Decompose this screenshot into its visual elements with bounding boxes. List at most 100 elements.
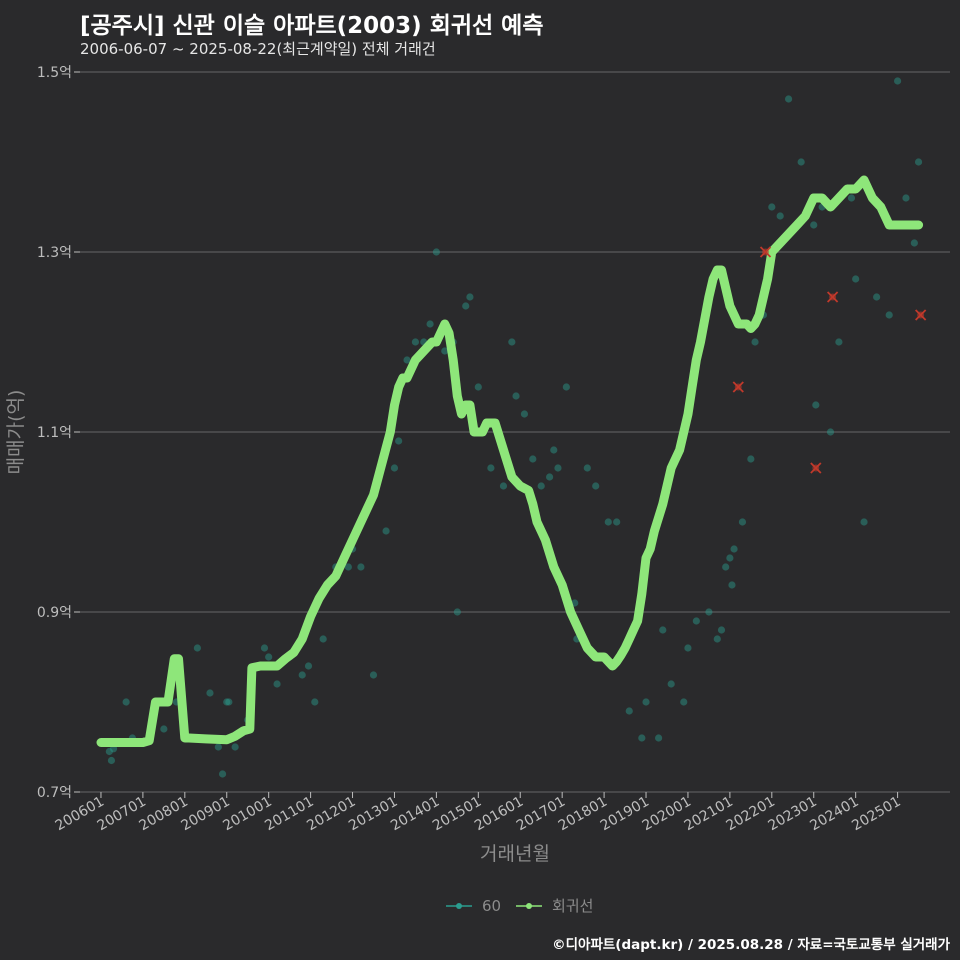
outlier-marker [810,462,822,474]
data-point [625,707,633,715]
data-point [382,527,390,535]
data-point [311,698,319,706]
grid [80,71,950,793]
scatter-points [105,77,923,778]
data-point [910,239,918,247]
y-tick-label: 0.9억 [37,605,72,621]
data-point [273,680,281,688]
x-axis-title: 거래년월 [480,843,550,865]
data-point [717,626,726,634]
data-point [812,401,820,409]
y-tick-label: 0.7억 [37,785,72,801]
y-axis: 0.7억 0.9억 1.1억 1.3억 1.5억 [37,65,80,801]
data-point [453,608,461,616]
outlier-markers [732,246,927,474]
data-point [810,221,818,229]
data-point [659,626,667,634]
data-point [265,653,273,661]
y-tick-label: 1.3억 [37,245,72,261]
data-point [537,482,545,490]
data-point [713,635,721,643]
data-point [107,756,116,765]
outlier-marker [826,291,839,303]
outlier-cross-b [810,462,822,474]
data-point [638,734,646,742]
data-point [747,455,755,463]
data-point [520,410,529,418]
data-point [554,464,562,472]
data-point [395,437,403,445]
legend-label: 60 [482,897,501,915]
legend-swatch-dot [456,903,462,909]
outlier-marker [759,246,772,258]
data-point [893,77,902,85]
data-point [369,671,378,679]
data-point [613,518,621,526]
data-point [583,464,591,472]
data-point [768,203,776,211]
data-point [738,518,747,526]
data-point [776,212,784,220]
data-point [847,194,856,202]
y-tick-label: 1.5억 [37,65,72,81]
data-point [684,644,692,652]
data-point [319,635,327,643]
data-point [545,473,554,481]
y-axis-title: 매매가(억) [5,390,27,475]
data-point [218,770,227,778]
data-point [160,725,168,733]
data-point [529,455,537,463]
data-point [873,293,881,301]
data-point [411,338,420,346]
data-point [214,743,222,751]
outlier-cross-b [915,309,927,321]
data-point [728,581,736,589]
data-point [426,320,434,328]
data-point [852,275,860,283]
data-point [474,383,482,391]
data-point [462,302,470,310]
outlier-cross-b [759,246,772,258]
data-point [705,608,713,616]
y-tick-label: 1.1억 [37,425,72,441]
data-point [826,428,835,436]
data-point [441,347,449,355]
data-point [726,554,734,562]
outlier-cross-b [732,381,744,393]
data-point [860,518,868,526]
legend: 60 회귀선 [446,897,593,915]
data-point [730,545,738,553]
data-point [508,338,516,346]
data-point [680,698,688,706]
x-axis: 2006012007012008012009012010012011012012… [53,792,904,834]
data-point [797,158,805,166]
data-point [667,680,675,688]
outlier-marker [915,309,927,321]
data-point [914,158,923,166]
chart-subtitle: 2006-06-07 ~ 2025-08-22(최근계약일) 전체 거래건 [80,40,436,58]
data-point [193,644,201,652]
data-point [751,338,759,346]
outlier-cross-b [826,291,839,303]
source-caption: ©디아파트(dapt.kr) / 2025.08.28 / 자료=국토교통부 실… [552,937,950,953]
data-point [432,248,440,256]
regression-line-path [96,175,924,747]
data-point [692,617,700,625]
data-point [403,356,411,364]
data-point [298,671,306,679]
data-point [902,194,910,202]
data-point [487,464,495,472]
data-point [223,698,231,706]
data-point [512,392,520,400]
data-point [231,743,239,751]
data-point [592,482,600,490]
data-point [390,464,399,472]
regression-line [96,175,924,747]
data-point [225,698,233,706]
data-point [357,563,365,571]
data-point [122,698,130,706]
data-point [344,563,352,571]
data-point [466,293,474,301]
data-point [722,563,730,571]
